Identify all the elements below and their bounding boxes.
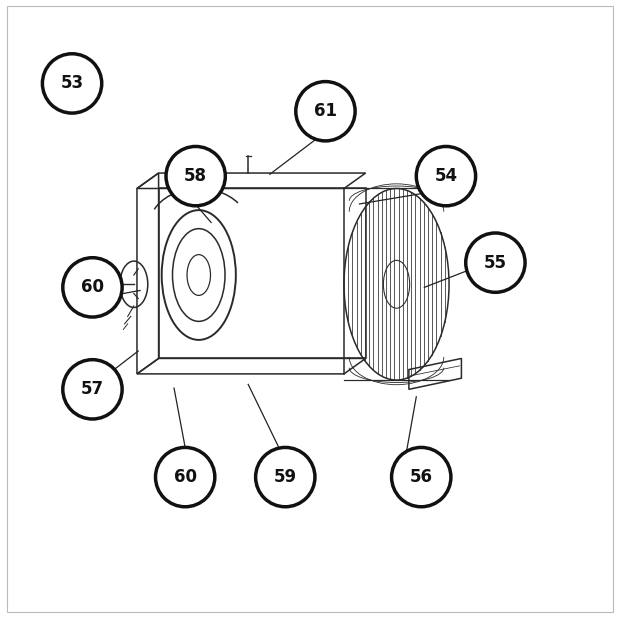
Text: 60: 60	[81, 278, 104, 297]
Text: 57: 57	[81, 380, 104, 399]
Text: 56: 56	[410, 468, 433, 486]
Circle shape	[63, 258, 122, 317]
Circle shape	[392, 447, 451, 507]
Circle shape	[42, 54, 102, 113]
Circle shape	[63, 360, 122, 419]
Text: 54: 54	[435, 167, 458, 185]
Circle shape	[296, 82, 355, 141]
Text: 58: 58	[184, 167, 207, 185]
Circle shape	[166, 146, 225, 206]
Text: 53: 53	[61, 74, 84, 93]
Circle shape	[466, 233, 525, 292]
Text: 61: 61	[314, 102, 337, 121]
Circle shape	[156, 447, 215, 507]
Text: 60: 60	[174, 468, 197, 486]
Text: 55: 55	[484, 253, 507, 272]
Text: 59: 59	[273, 468, 297, 486]
Circle shape	[255, 447, 315, 507]
Circle shape	[416, 146, 476, 206]
